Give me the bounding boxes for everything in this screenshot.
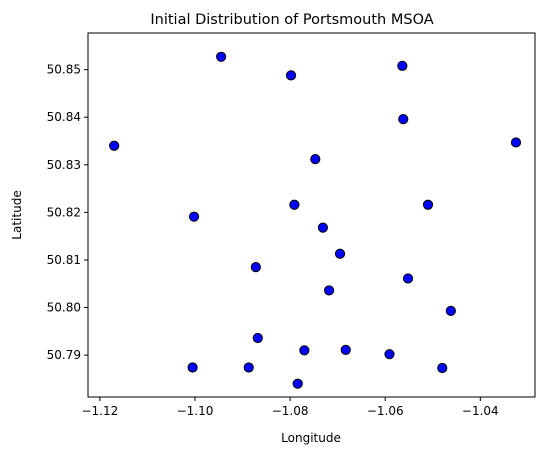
data-point (252, 332, 263, 344)
x-tick-label: −1.08 (272, 404, 309, 418)
plot-area-frame (87, 32, 536, 398)
data-point (310, 153, 321, 165)
data-point (188, 211, 200, 222)
y-tick-label: 50.83 (47, 158, 81, 172)
y-tick-label: 50.80 (47, 301, 81, 315)
data-point (437, 362, 448, 374)
y-axis: 50.79 50.80 50.81 50.82 50.83 50.84 50.85 (47, 63, 88, 362)
data-point (398, 114, 409, 125)
data-point (317, 222, 329, 233)
data-point (285, 70, 297, 81)
x-tick-label: −1.10 (177, 404, 214, 418)
y-axis-label: Latitude (10, 190, 24, 239)
data-point (402, 273, 414, 284)
data-point (187, 362, 198, 373)
y-tick-label: 50.79 (47, 348, 81, 362)
x-axis-label: Longitude (281, 431, 341, 445)
x-tick-label: −1.04 (462, 404, 499, 418)
data-point (299, 345, 310, 356)
x-tick-label: −1.12 (81, 404, 118, 418)
data-point (334, 248, 346, 259)
data-point (292, 378, 303, 389)
data-point (340, 344, 351, 355)
chart-title: Initial Distribution of Portsmouth MSOA (150, 12, 433, 28)
data-points (109, 51, 522, 389)
y-tick-label: 50.85 (47, 63, 81, 77)
data-point (216, 51, 227, 62)
data-point (397, 60, 408, 71)
data-point (250, 262, 261, 273)
data-point (510, 137, 522, 148)
y-tick-label: 50.84 (47, 110, 81, 124)
data-point (289, 199, 300, 210)
data-point (445, 305, 456, 316)
x-tick-label: −1.06 (367, 404, 404, 418)
y-tick-label: 50.81 (47, 253, 81, 267)
x-axis: −1.12 −1.10 −1.08 −1.06 −1.04 (81, 397, 499, 418)
data-point (243, 362, 254, 373)
y-tick-label: 50.82 (47, 205, 81, 219)
data-point (109, 140, 120, 151)
data-point (384, 349, 395, 360)
data-point (323, 285, 335, 296)
data-point (422, 199, 434, 210)
